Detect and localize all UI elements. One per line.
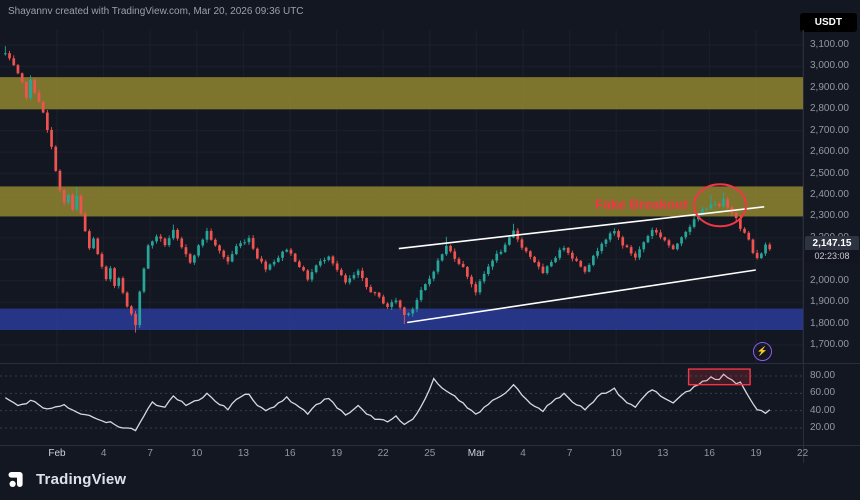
rsi-tick: 60.00	[810, 387, 836, 399]
time-tick: 16	[703, 448, 715, 459]
price-tick: 2,800.00	[810, 103, 849, 115]
time-tick: 10	[610, 448, 622, 459]
price-tick: 2,000.00	[810, 274, 849, 286]
time-tick: 10	[191, 448, 203, 459]
bar-countdown: 02:23:08	[805, 250, 859, 263]
boost-icon[interactable]: ⚡	[753, 342, 772, 361]
attribution-text: Shayannv created with TradingView.com, M…	[8, 6, 304, 17]
rsi-tick: 80.00	[810, 370, 836, 381]
zone-resistance-mid	[0, 186, 804, 217]
tradingview-logo-text: TradingView	[36, 471, 127, 488]
fake-breakout-circle	[693, 183, 748, 228]
time-tick: 22	[377, 448, 389, 459]
price-tick: 1,700.00	[810, 339, 849, 350]
price-tick: 2,500.00	[810, 167, 849, 179]
time-tick: 7	[566, 448, 573, 459]
trendline-channel-bottom	[407, 269, 756, 324]
rsi-line	[5, 373, 771, 432]
time-tick: 19	[331, 448, 343, 459]
time-tick: Feb	[48, 448, 66, 459]
time-tick: 13	[657, 448, 669, 459]
price-tick: 2,400.00	[810, 189, 849, 200]
price-tick: 2,600.00	[810, 146, 849, 158]
time-axis-separator	[0, 445, 860, 446]
time-tick: 16	[284, 448, 296, 459]
price-tick: 3,000.00	[810, 60, 849, 72]
tradingview-logo-icon	[8, 472, 23, 487]
rsi-indicator-pane[interactable]	[0, 364, 804, 445]
pane-separator[interactable]	[0, 363, 860, 364]
price-tick: 1,800.00	[810, 317, 849, 329]
price-tick: 2,700.00	[810, 124, 849, 136]
price-tick: 2,900.00	[810, 81, 849, 93]
tradingview-logo[interactable]: TradingView	[8, 469, 126, 490]
zone-resistance-upper	[0, 77, 804, 110]
price-tick: 3,100.00	[810, 39, 849, 50]
time-tick: 4	[520, 448, 526, 459]
time-tick: 13	[237, 448, 249, 459]
time-tick: 25	[424, 448, 436, 459]
trendline-channel-top	[398, 205, 765, 250]
price-tick: 2,300.00	[810, 210, 849, 222]
rsi-tick: 40.00	[810, 404, 836, 416]
last-price-label: 2,147.15 02:23:08	[805, 236, 859, 263]
rsi-tick: 20.00	[810, 422, 836, 433]
zone-support	[0, 308, 804, 330]
rsi-overbought-box	[687, 368, 751, 386]
price-tick: 1,900.00	[810, 296, 849, 308]
lightning-icon: ⚡	[756, 346, 769, 356]
time-tick: 22	[797, 448, 809, 459]
symbol-badge: USDT	[799, 13, 857, 32]
time-tick: 7	[147, 448, 153, 459]
price-axis-border	[803, 30, 804, 463]
time-tick: Mar	[467, 448, 485, 459]
candlestick-series	[4, 46, 772, 333]
price-chart-pane[interactable]	[0, 30, 804, 363]
last-price-value: 2,147.15	[805, 236, 859, 250]
time-tick: 4	[100, 448, 107, 459]
rsi-grid	[0, 375, 804, 429]
time-tick: 19	[750, 448, 762, 459]
fake-breakout-annotation: Fake Breakout	[594, 197, 688, 212]
